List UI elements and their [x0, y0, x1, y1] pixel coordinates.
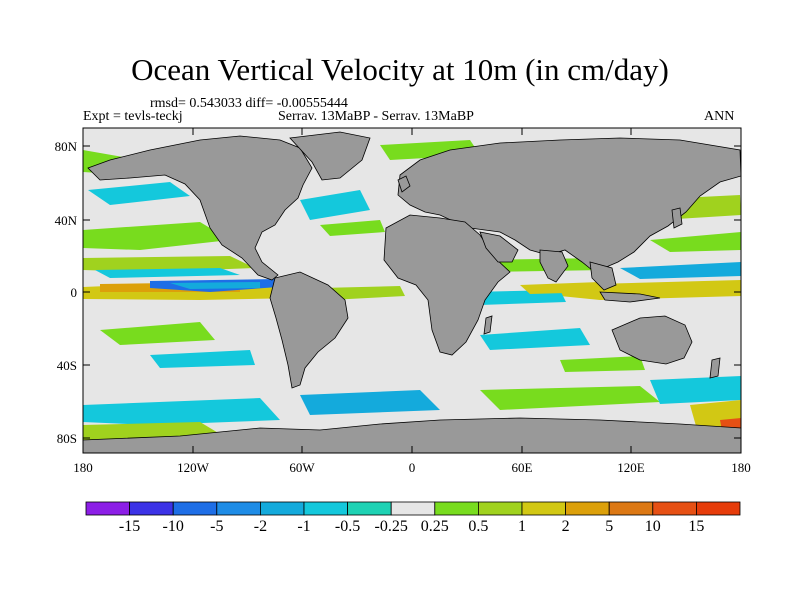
colorbar-box: [521, 501, 566, 516]
colorbar-box: [652, 501, 697, 516]
map-title: Ocean Vertical Velocity at 10m (in cm/da…: [131, 52, 669, 87]
lon-label-60w: 60W: [289, 460, 315, 475]
lon-label-180w: 180: [73, 460, 93, 475]
colorbar-box: [85, 501, 130, 516]
patch-npac-7: [650, 232, 741, 252]
land-indonesia: [599, 291, 661, 303]
land-southeast-asia: [589, 261, 617, 291]
land-uk: [397, 175, 411, 193]
colorbar-label: 1: [518, 518, 526, 535]
colorbar-labels: -15 -10 -5 -2 -1 -0.5 -0.25 0.25 0.5 1 2 5 10 15: [119, 518, 704, 535]
land-madagascar: [483, 315, 493, 335]
patch-spac-2: [150, 350, 255, 368]
land-south-america: [269, 271, 349, 389]
experiment-label: Expt = tevls-teckj: [83, 109, 183, 124]
colorbar-label: -15: [119, 518, 140, 535]
lon-label-120e: 120E: [617, 460, 645, 475]
patch-wpac-down: [620, 262, 741, 279]
colorbar-box: [303, 501, 348, 516]
colorbar-box: [347, 501, 392, 516]
land-japan: [671, 207, 683, 229]
colorbar-label: -2: [254, 518, 267, 535]
land-arabia: [479, 231, 519, 263]
colorbar-box: [565, 501, 610, 516]
lat-label-80s: 80S: [57, 431, 77, 446]
lon-label-0: 0: [409, 460, 416, 475]
patch-indian-2: [470, 290, 566, 305]
colorbar-label: 2: [562, 518, 570, 535]
lon-axis: [82, 128, 742, 453]
colorbar-box: [172, 501, 218, 516]
colorbar-label: 0.25: [421, 518, 449, 535]
colorbar-box: [477, 501, 523, 516]
land-india: [539, 249, 569, 283]
lon-label-180e: 180: [731, 460, 751, 475]
colorbar-box: [696, 501, 741, 516]
stats-line: rmsd= 0.543033 diff= -0.00555444: [150, 96, 348, 111]
colorbar-label: -0.25: [375, 518, 408, 535]
land-greenland: [289, 131, 371, 181]
comparison-label: Serrav. 13MaBP - Serrav. 13MaBP: [278, 109, 474, 124]
colorbar-box: [608, 501, 654, 516]
patch-southern-3: [300, 390, 440, 415]
lat-label-80n: 80N: [55, 139, 78, 154]
patch-npac-4: [88, 182, 190, 205]
lat-labels: 80N 40N 0 40S 80S: [55, 139, 78, 446]
lat-label-40n: 40N: [55, 213, 78, 228]
colorbar-box: [259, 501, 305, 516]
land-africa: [383, 214, 511, 356]
lon-labels: 180 120W 60W 0 60E 120E 180: [73, 460, 751, 475]
patch-southern-1: [83, 398, 280, 425]
colorbar-box: [434, 501, 479, 516]
colorbar-label: -5: [210, 518, 223, 535]
colorbar-label: 10: [645, 518, 661, 535]
colorbar: -15 -10 -5 -2 -1 -0.5 -0.25 0.25 0.5 1 2 5 10 15: [85, 501, 741, 535]
patch-southern-5: [650, 376, 741, 404]
colorbar-label: -10: [163, 518, 184, 535]
season-label: ANN: [704, 109, 735, 124]
patch-southern-4: [480, 386, 660, 410]
colorbar-label: 15: [688, 518, 704, 535]
land-australia: [611, 315, 693, 365]
patch-equatorial-down2: [170, 282, 260, 289]
patch-sio-1: [480, 328, 590, 350]
patch-atlantic-n: [300, 190, 370, 220]
patch-spac-1: [100, 322, 215, 345]
lat-label-40s: 40S: [57, 358, 77, 373]
patch-npac-1: [83, 222, 230, 250]
colorbar-label: -1: [297, 518, 310, 535]
patch-npac-3: [95, 268, 240, 278]
land-masses: [83, 131, 741, 453]
colorbar-label: -0.5: [335, 518, 360, 535]
lon-label-60e: 60E: [512, 460, 533, 475]
patch-atlantic-n2: [320, 220, 385, 236]
colorbar-label: 0.5: [468, 518, 488, 535]
lon-label-120w: 120W: [177, 460, 210, 475]
patch-npac-2: [83, 256, 255, 272]
colorbar-box: [129, 501, 174, 516]
land-new-zealand: [709, 357, 721, 379]
patch-sio-2: [560, 356, 645, 372]
lat-axis: [83, 145, 741, 439]
land-antarctica: [83, 417, 741, 453]
patch-indian-3: [520, 282, 602, 294]
colorbar-boxes: [85, 501, 741, 516]
lat-label-0: 0: [71, 285, 78, 300]
colorbar-box: [390, 501, 436, 516]
colorbar-label: 5: [605, 518, 613, 535]
land-north-america: [87, 135, 313, 281]
colorbar-box: [216, 501, 261, 516]
